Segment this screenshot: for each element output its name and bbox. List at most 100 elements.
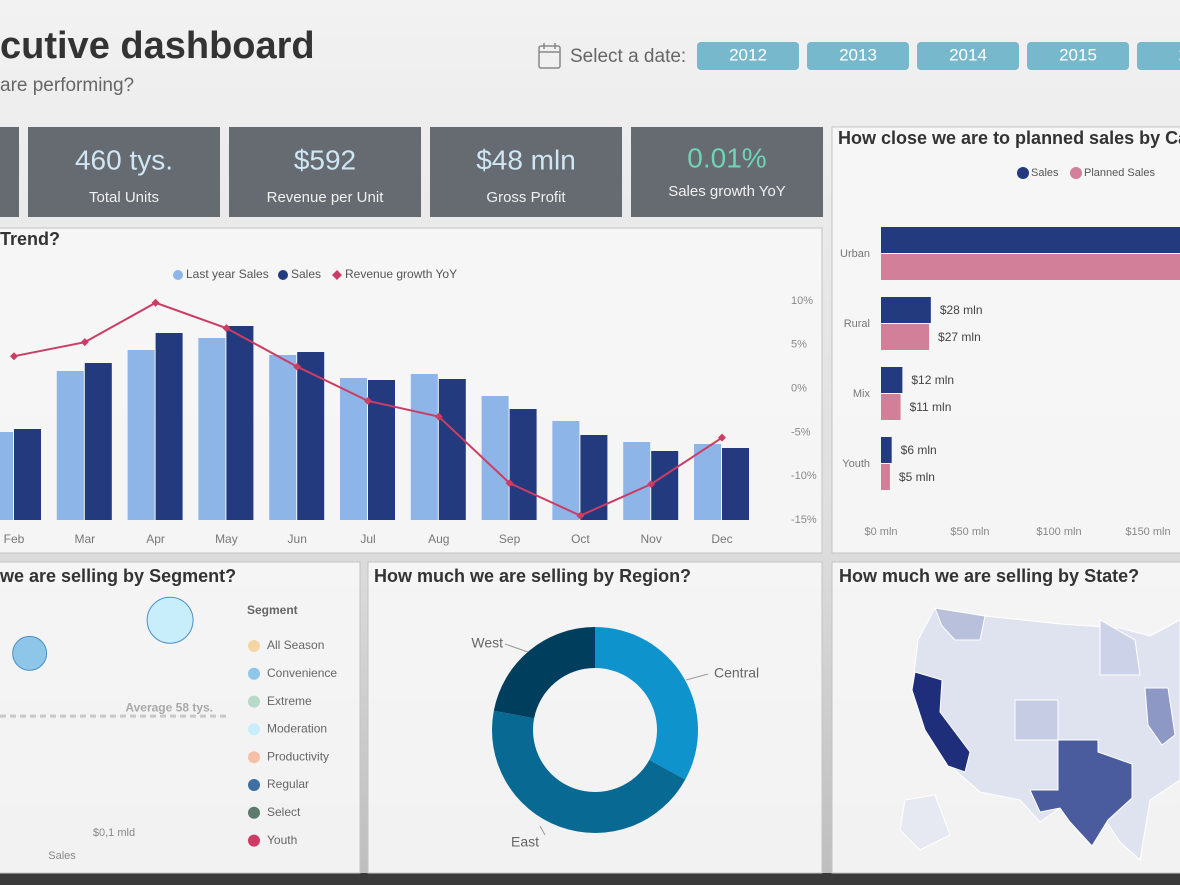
x-tick-label: $100 mln — [1036, 526, 1081, 538]
legend-label: Revenue growth YoY — [345, 267, 457, 281]
bar — [56, 371, 84, 520]
x-tick-label: May — [215, 532, 238, 546]
bar — [509, 409, 537, 520]
legend-marker — [332, 270, 342, 280]
bar — [881, 227, 1180, 253]
legend-marker — [248, 779, 260, 791]
category-label: Urban — [840, 248, 870, 260]
slice-label: East — [511, 834, 539, 850]
legend-marker — [173, 270, 183, 280]
bubble — [12, 635, 48, 671]
date-button-label[interactable]: 20 — [1179, 45, 1180, 64]
x-axis-label: Sales — [48, 850, 76, 862]
x-tick-label: Sep — [499, 532, 521, 546]
bar — [269, 355, 297, 520]
date-button-bg[interactable] — [1137, 42, 1180, 70]
kpi-tile — [631, 127, 823, 217]
dashboard-title: cutive dashboard — [0, 25, 315, 67]
chart-title: How close we are to planned sales by Cat — [838, 128, 1180, 148]
slice-label: Central — [714, 665, 759, 681]
y2-tick-label: -10% — [791, 470, 817, 482]
legend-label: Select — [267, 805, 301, 819]
legend-marker — [248, 751, 260, 764]
x-tick-label: $0 mln — [864, 526, 897, 538]
legend-marker — [1070, 167, 1082, 179]
line-point — [718, 433, 726, 442]
date-button[interactable]: 2014 — [917, 42, 1019, 70]
value-label: $28 mln — [940, 303, 983, 317]
x-tick-label: Mar — [74, 532, 95, 546]
date-button[interactable]: 2013 — [807, 42, 909, 70]
date-buttons: 2012 2013 2014 2015 20 — [697, 42, 1180, 70]
calendar-icon — [538, 43, 561, 69]
bar — [340, 378, 367, 520]
kpi-label: Total Units — [89, 189, 159, 206]
kpi-label: Gross Profit — [486, 189, 566, 206]
x-tick-label: $50 mln — [950, 526, 989, 538]
bubble — [146, 596, 194, 644]
bar — [623, 442, 651, 520]
date-button-bg[interactable] — [917, 42, 1019, 70]
legend-marker — [248, 640, 260, 652]
date-button-bg[interactable] — [807, 42, 909, 70]
average-label: Average 58 tys. — [125, 700, 213, 714]
date-button-label[interactable]: 2013 — [839, 45, 877, 64]
bar — [881, 254, 1180, 280]
kpi-tile — [28, 127, 220, 217]
us-map — [899, 607, 1180, 861]
legend-marker — [248, 667, 260, 680]
date-button-label[interactable]: 2014 — [949, 45, 987, 64]
date-button-bg[interactable] — [1027, 42, 1129, 70]
chart-title: Trend? — [0, 229, 60, 249]
y2-tick-label: -15% — [791, 514, 817, 526]
value-label: $11 mln — [910, 400, 952, 414]
y2-tick-label: 5% — [791, 339, 807, 351]
date-button-label[interactable]: 2012 — [729, 45, 767, 64]
x-tick-label: Jun — [288, 532, 307, 546]
legend-label: Convenience — [267, 666, 337, 680]
date-button[interactable]: 20 — [1137, 42, 1180, 70]
x-tick-label: Apr — [146, 532, 165, 546]
value-label: $12 mln — [911, 373, 954, 387]
category-label: Rural — [844, 318, 870, 330]
date-button-bg[interactable] — [697, 42, 799, 70]
legend-marker — [248, 834, 260, 847]
bar — [226, 326, 254, 520]
line-point — [364, 396, 372, 405]
line-point — [434, 412, 443, 421]
legend-marker — [248, 695, 260, 708]
x-tick-label: $0,1 mld — [93, 827, 135, 839]
x-tick-label: $150 mln — [1125, 526, 1170, 538]
bar — [881, 464, 890, 490]
kpi-value: 0.01% — [687, 142, 766, 173]
date-button[interactable]: 2012 — [697, 42, 799, 70]
leader-line — [539, 825, 546, 836]
legend-label: Youth — [267, 833, 297, 847]
legend-label: All Season — [267, 638, 324, 652]
line-point — [151, 298, 160, 307]
bar — [580, 435, 608, 520]
date-button-label[interactable]: 2015 — [1059, 45, 1097, 64]
x-tick-label: Nov — [641, 532, 662, 546]
bar — [155, 333, 183, 520]
legend-label: Moderation — [267, 722, 327, 736]
donut-slice — [595, 627, 699, 780]
chart-title: we are selling by Segment? — [0, 566, 236, 586]
kpi-label: Sales growth YoY — [668, 183, 786, 200]
line-point — [647, 480, 656, 489]
bar — [881, 297, 931, 323]
legend-marker — [248, 806, 260, 819]
bar — [84, 363, 112, 520]
legend-title: Segment — [247, 603, 298, 617]
value-label: $6 mln — [901, 443, 937, 457]
legend-label: Extreme — [267, 694, 312, 708]
bottom-strip — [0, 873, 1180, 885]
bar — [410, 374, 438, 520]
kpi-tiles: 460 tys. Total Units $592 Revenue per Unit $… — [0, 127, 823, 217]
slice-label: West — [471, 635, 503, 651]
map-title: How much we are selling by State? — [839, 566, 1139, 586]
date-button[interactable]: 2015 — [1027, 42, 1129, 70]
x-tick-label: Aug — [428, 532, 449, 546]
bar — [722, 448, 749, 520]
